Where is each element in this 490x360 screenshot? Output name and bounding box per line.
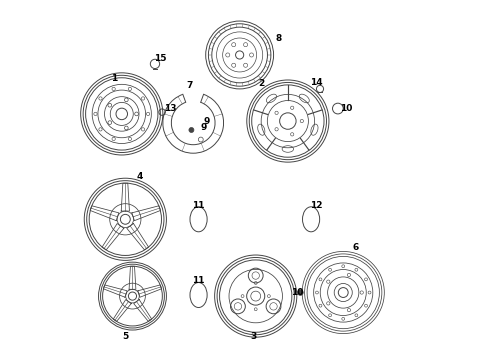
Text: 13: 13 — [164, 104, 176, 113]
Ellipse shape — [190, 283, 207, 307]
Circle shape — [297, 290, 303, 296]
Text: 12: 12 — [310, 201, 323, 210]
Circle shape — [189, 127, 194, 132]
Text: 2: 2 — [258, 79, 264, 88]
Text: 10: 10 — [340, 104, 352, 113]
Text: 8: 8 — [276, 35, 282, 44]
Text: 14: 14 — [310, 78, 323, 87]
Text: 9: 9 — [203, 117, 210, 126]
Text: 11: 11 — [192, 276, 204, 285]
Text: 4: 4 — [136, 172, 143, 181]
Text: 1: 1 — [112, 74, 118, 83]
Text: 3: 3 — [251, 332, 257, 341]
Text: 6: 6 — [353, 243, 359, 252]
Text: 15: 15 — [154, 54, 167, 63]
Ellipse shape — [302, 207, 319, 232]
Text: 11: 11 — [192, 201, 204, 210]
Text: 9: 9 — [201, 123, 207, 132]
Text: 5: 5 — [122, 332, 128, 341]
Text: 10: 10 — [291, 288, 303, 297]
Ellipse shape — [190, 207, 207, 232]
Text: 7: 7 — [186, 81, 193, 90]
